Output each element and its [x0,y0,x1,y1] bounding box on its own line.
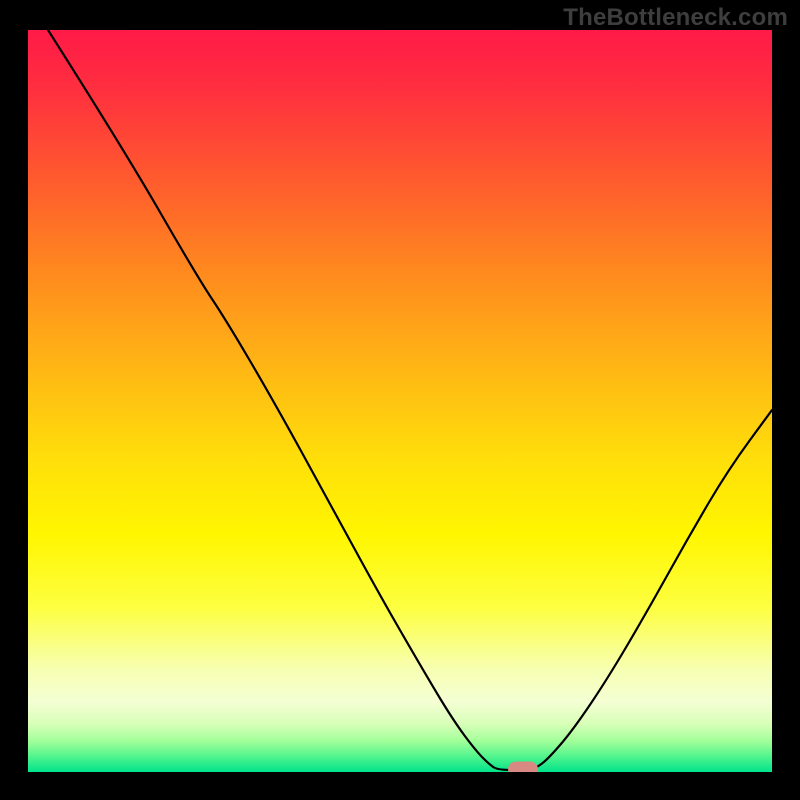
plot-svg [28,30,772,772]
plot-area [28,30,772,772]
optimum-marker [508,762,538,773]
gradient-background [28,30,772,772]
watermark-text: TheBottleneck.com [563,4,788,32]
chart-frame: TheBottleneck.com [0,0,800,800]
